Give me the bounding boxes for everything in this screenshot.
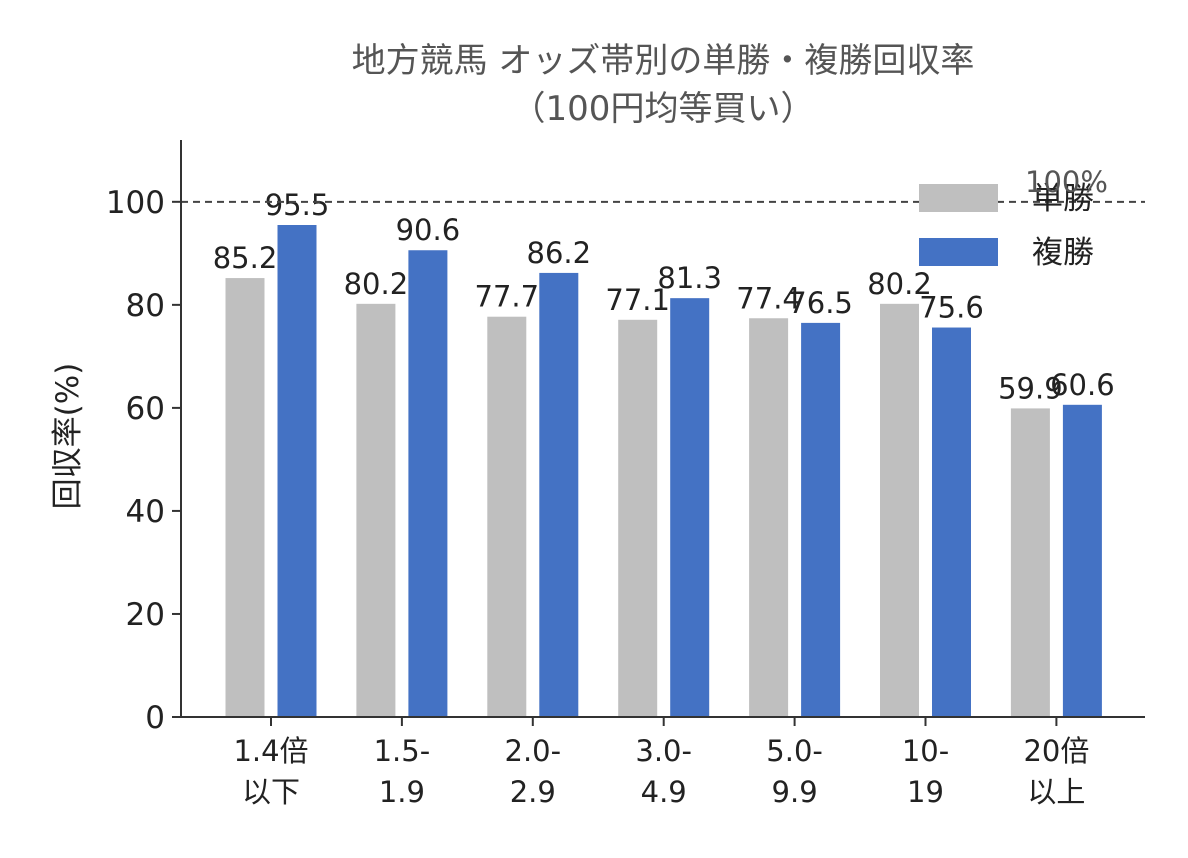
x-tick-label-0-1: 以下 [242,775,300,809]
bar-fukusho-3 [670,298,710,717]
x-tick-label-0-0: 1.4倍 [233,734,308,768]
data-label-tansho-1: 80.2 [344,267,409,301]
y-axis-label: 回収率(%) [50,363,86,510]
plot-area: 85.2 80.2 77.7 77.1 77.4 80.2 59.9 95.5 90.6 86.2… [106,140,1145,809]
x-tick-label-3-0: 3.0- [635,734,692,768]
y-tick-label-0: 0 [145,700,165,736]
legend-swatch-fukusho [919,238,998,266]
data-label-tansho-6: 59.9 [998,371,1063,405]
bar-tansho-6 [1010,408,1050,717]
bar-tansho-1 [356,303,396,717]
data-label-fukusho-1: 90.6 [396,213,461,247]
x-tick-label-6-1: 以上 [1027,775,1085,809]
data-label-tansho-0: 85.2 [213,241,278,275]
bar-tansho-2 [487,316,527,717]
data-label-fukusho-4: 76.5 [788,286,853,320]
reference-line-label: 100% [1025,165,1108,199]
chart-title-line2: （100円均等買い） [512,89,815,129]
bar-fukusho-1 [408,250,448,717]
x-tick-label-2-1: 2.9 [510,775,556,809]
legend-label-fukusho: 複勝 [1032,235,1094,271]
x-tick-label-5-0: 10- [902,734,949,768]
x-tick-label-3-1: 4.9 [641,775,687,809]
x-tick-label-1-1: 1.9 [379,775,425,809]
data-label-fukusho-3: 81.3 [657,261,722,295]
legend-swatch-tansho [919,184,998,212]
data-label-tansho-5: 80.2 [867,267,932,301]
bar-tansho-0 [225,278,265,717]
chart-title-line1: 地方競馬 オッズ帯別の単勝・複勝回収率 [352,41,975,81]
data-label-fukusho-6: 60.6 [1050,368,1115,402]
bar-fukusho-2 [539,272,579,717]
bar-fukusho-5 [932,327,971,717]
data-label-fukusho-2: 86.2 [527,236,592,270]
x-tick-label-1-0: 1.5- [374,734,431,768]
y-tick-label-20: 20 [126,597,165,633]
data-label-fukusho-0: 95.5 [265,188,330,222]
y-tick-label-80: 80 [126,288,165,324]
y-tick-label-40: 40 [126,494,165,530]
bar-fukusho-0 [277,225,317,718]
y-tick-label-100: 100 [106,185,165,221]
x-tick-label-5-1: 19 [907,775,944,809]
data-label-tansho-3: 77.1 [605,283,670,317]
bar-fukusho-4 [801,322,841,717]
x-tick-label-6-0: 20倍 [1023,734,1089,768]
data-label-tansho-4: 77.4 [736,281,801,315]
bar-tansho-4 [749,318,789,717]
bar-tansho-3 [618,319,658,717]
bar-tansho-5 [880,303,919,717]
data-label-tansho-2: 77.7 [475,280,540,314]
x-tick-label-4-1: 9.9 [772,775,818,809]
legend-label-tansho: 単勝 [1032,181,1094,217]
x-tick-label-2-0: 2.0- [505,734,562,768]
bar-fukusho-6 [1062,404,1102,717]
x-tick-label-4-0: 5.0- [766,734,823,768]
data-label-fukusho-5: 75.6 [919,291,984,325]
y-tick-label-60: 60 [126,391,165,427]
